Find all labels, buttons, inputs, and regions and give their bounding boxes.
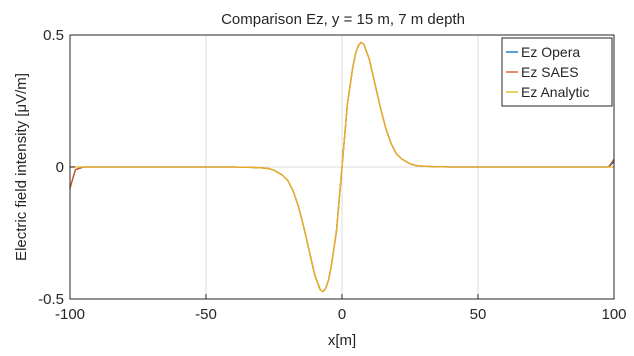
x-tick-label: 0 <box>338 306 346 323</box>
x-axis-label: x[m] <box>328 332 356 349</box>
x-tick-label: 50 <box>470 306 487 323</box>
y-axis-label: Electric field intensity [μV/m] <box>13 73 30 261</box>
series-lines <box>69 41 615 293</box>
chart-title: Comparison Ez, y = 15 m, 7 m depth <box>221 11 465 28</box>
x-tick-label: -100 <box>55 306 85 323</box>
legend: Ez Opera Ez SAES Ez Analytic <box>501 37 613 107</box>
x-axis-ticks: -100 -50 0 50 100 <box>55 294 627 323</box>
y-axis-ticks: -0.5 0 0.5 <box>38 27 75 308</box>
y-tick-label: -0.5 <box>38 291 64 308</box>
legend-entry: Ez Analytic <box>521 84 589 100</box>
legend-entry: Ez SAES <box>521 64 579 80</box>
x-tick-label: 100 <box>601 306 626 323</box>
x-tick-label: -50 <box>195 306 217 323</box>
series-line-ez-analytic <box>69 41 615 293</box>
legend-entry: Ez Opera <box>521 44 580 60</box>
y-tick-label: 0.5 <box>43 27 64 44</box>
y-tick-label: 0 <box>56 159 64 176</box>
legend-box <box>501 37 613 107</box>
